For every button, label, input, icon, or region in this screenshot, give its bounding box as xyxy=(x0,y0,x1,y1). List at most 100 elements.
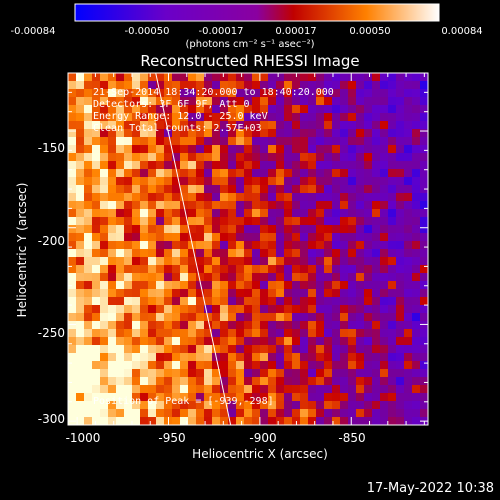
heatmap-cell xyxy=(332,241,340,249)
heatmap-cell xyxy=(404,329,412,337)
heatmap-cell xyxy=(380,361,388,369)
heatmap-cell xyxy=(100,193,108,201)
heatmap-cell xyxy=(188,377,196,385)
heatmap-cell xyxy=(268,313,276,321)
heatmap-cell xyxy=(372,297,380,305)
heatmap-cell xyxy=(316,337,324,345)
heatmap-cell xyxy=(220,129,228,137)
heatmap-cell xyxy=(332,265,340,273)
heatmap-cell xyxy=(196,225,204,233)
heatmap-cell xyxy=(412,393,420,401)
heatmap-cell xyxy=(76,145,84,153)
heatmap-cell xyxy=(132,225,140,233)
heatmap-cell xyxy=(412,185,420,193)
heatmap-cell xyxy=(204,145,212,153)
heatmap-cell xyxy=(396,225,404,233)
heatmap-cell xyxy=(108,249,116,257)
heatmap-cell xyxy=(244,153,252,161)
heatmap-cell xyxy=(252,201,260,209)
heatmap-cell xyxy=(92,273,100,281)
heatmap-cell xyxy=(308,281,316,289)
heatmap-cell xyxy=(332,305,340,313)
heatmap-cell xyxy=(396,361,404,369)
heatmap-cell xyxy=(268,177,276,185)
heatmap-cell xyxy=(276,241,284,249)
heatmap-cell xyxy=(348,129,356,137)
heatmap-cell xyxy=(196,361,204,369)
heatmap-cell xyxy=(252,297,260,305)
heatmap-cell xyxy=(388,377,396,385)
heatmap-cell xyxy=(124,393,132,401)
heatmap-cell xyxy=(276,97,284,105)
heatmap-cell xyxy=(244,313,252,321)
heatmap-cell xyxy=(140,121,148,129)
heatmap-cell xyxy=(412,89,420,97)
heatmap-cell xyxy=(140,177,148,185)
heatmap-cell xyxy=(252,361,260,369)
heatmap-cell xyxy=(236,73,244,81)
heatmap-cell xyxy=(204,121,212,129)
heatmap-cell xyxy=(84,73,92,81)
heatmap-cell xyxy=(244,137,252,145)
heatmap-cell xyxy=(420,225,428,233)
heatmap-cell xyxy=(340,73,348,81)
heatmap-cell xyxy=(148,281,156,289)
heatmap-cell xyxy=(308,145,316,153)
heatmap-cell xyxy=(212,193,220,201)
heatmap-cell xyxy=(116,161,124,169)
heatmap-cell xyxy=(268,321,276,329)
heatmap-cell xyxy=(100,337,108,345)
heatmap-cell xyxy=(108,217,116,225)
heatmap-cell xyxy=(92,257,100,265)
heatmap-cell xyxy=(84,193,92,201)
heatmap-cell xyxy=(68,193,76,201)
heatmap-cell xyxy=(196,393,204,401)
heatmap-cell xyxy=(116,393,124,401)
heatmap-cell xyxy=(300,217,308,225)
heatmap-cell xyxy=(132,297,140,305)
heatmap-cell xyxy=(156,377,164,385)
heatmap-cell xyxy=(220,249,228,257)
heatmap-cell xyxy=(204,385,212,393)
heatmap-cell xyxy=(148,401,156,409)
heatmap-cell xyxy=(284,89,292,97)
heatmap-cell xyxy=(332,89,340,97)
heatmap-cell xyxy=(220,121,228,129)
heatmap-cell xyxy=(372,345,380,353)
heatmap-cell xyxy=(196,257,204,265)
heatmap-cell xyxy=(332,121,340,129)
heatmap-cell xyxy=(164,313,172,321)
heatmap-cell xyxy=(204,249,212,257)
heatmap-cell xyxy=(100,289,108,297)
heatmap-cell xyxy=(284,265,292,273)
heatmap-cell xyxy=(348,121,356,129)
heatmap-cell xyxy=(212,129,220,137)
heatmap-cell xyxy=(332,281,340,289)
heatmap-cell xyxy=(100,313,108,321)
heatmap-cell xyxy=(412,417,420,425)
heatmap-cell xyxy=(364,369,372,377)
heatmap-cell xyxy=(140,385,148,393)
heatmap-cell xyxy=(284,401,292,409)
heatmap-cell xyxy=(76,89,84,97)
heatmap-cell xyxy=(404,265,412,273)
heatmap-cell xyxy=(364,313,372,321)
heatmap-cell xyxy=(332,409,340,417)
heatmap-cell xyxy=(124,329,132,337)
heatmap-cell xyxy=(84,353,92,361)
heatmap-cell xyxy=(188,249,196,257)
heatmap-cell xyxy=(180,177,188,185)
heatmap-cell xyxy=(316,353,324,361)
heatmap-cell xyxy=(340,313,348,321)
heatmap-cell xyxy=(228,193,236,201)
heatmap-cell xyxy=(140,105,148,113)
heatmap-cell xyxy=(228,353,236,361)
heatmap-cell xyxy=(92,265,100,273)
heatmap-cell xyxy=(244,417,252,425)
heatmap-cell xyxy=(332,209,340,217)
heatmap-cell xyxy=(276,265,284,273)
heatmap-cell xyxy=(132,241,140,249)
y-tick-label: -200 xyxy=(37,234,65,248)
heatmap-cell xyxy=(172,313,180,321)
heatmap-cell xyxy=(388,313,396,321)
